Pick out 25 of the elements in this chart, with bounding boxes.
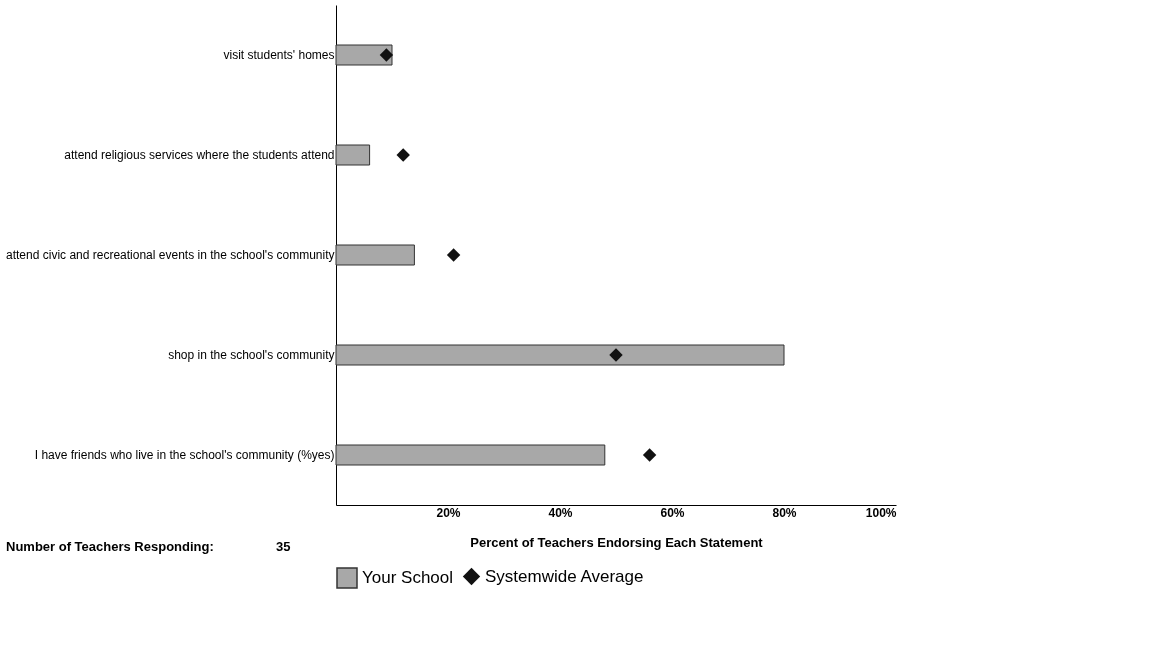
bar xyxy=(335,244,415,266)
bar xyxy=(335,344,785,366)
legend-label: Systemwide Average xyxy=(485,566,644,586)
y-tick-label: attend religious services where the students attend xyxy=(64,148,335,162)
x-tick-label: 60% xyxy=(660,505,685,520)
point xyxy=(379,48,394,62)
y-tick-label: visit students' homes xyxy=(223,48,335,62)
x-axis-title: Percent of Teachers Endorsing Each Statement xyxy=(470,534,764,550)
legend-label: Your School xyxy=(362,568,454,587)
y-tick-label: I have friends who live in the school's community (%yes) xyxy=(34,448,335,462)
x-tick-label: 20% xyxy=(436,505,461,520)
point xyxy=(396,148,410,162)
bar xyxy=(335,44,393,66)
text: Number of Teachers Responding: xyxy=(6,539,214,554)
bar xyxy=(335,444,606,466)
x-tick-label: 40% xyxy=(548,505,573,520)
bar xyxy=(335,144,371,166)
y-tick-label: attend civic and recreational events in the school's community xyxy=(6,248,335,262)
point xyxy=(642,448,657,462)
y-tick-label: shop in the school's community xyxy=(168,348,335,362)
x-tick-label: 100% xyxy=(865,505,897,520)
point xyxy=(609,348,623,362)
text: 35 xyxy=(276,539,291,554)
point xyxy=(446,248,461,262)
x-tick-label: 80% xyxy=(772,505,797,520)
